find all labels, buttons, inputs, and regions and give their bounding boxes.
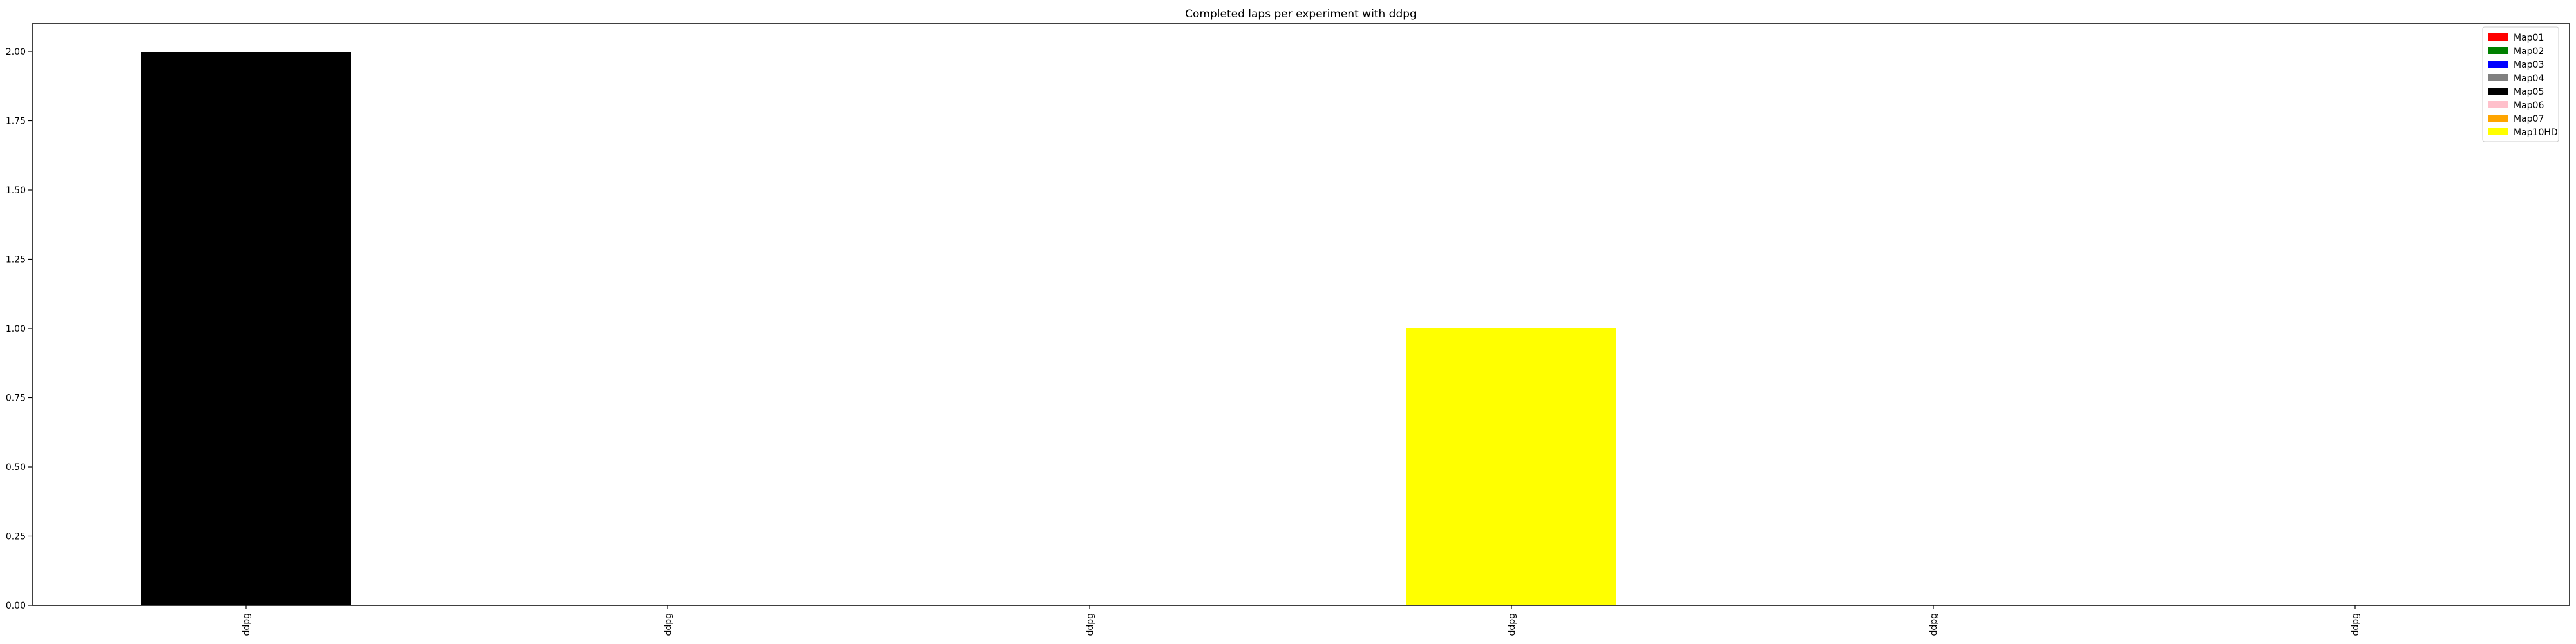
bar-map05 <box>141 52 351 605</box>
bars-layer <box>141 52 1616 605</box>
legend-label-map07: Map07 <box>2514 114 2544 124</box>
y-tick-label: 1.75 <box>6 117 26 127</box>
y-tick-label: 1.00 <box>6 324 26 334</box>
legend-box <box>2482 26 2559 142</box>
plot-frame <box>32 23 2570 606</box>
legend-label-map01: Map01 <box>2514 33 2544 43</box>
legend-swatch-map03 <box>2488 61 2508 68</box>
x-tick-label: ddpg <box>663 613 674 636</box>
legend-swatch-map04 <box>2488 74 2508 81</box>
legend-label-map10hd: Map10HD <box>2514 128 2558 138</box>
y-tick-label: 1.25 <box>6 255 26 265</box>
legend-swatch-map10hd <box>2488 128 2508 135</box>
x-tick-label: ddpg <box>242 613 252 636</box>
y-tick-label: 0.00 <box>6 601 26 611</box>
y-tick-label: 0.50 <box>6 462 26 473</box>
x-axis: ddpg ddpg ddpg ddpg ddpg ddpg <box>242 605 2361 636</box>
y-tick-label: 1.50 <box>6 185 26 196</box>
x-tick-label: ddpg <box>2351 613 2361 636</box>
y-tick-label: 2.00 <box>6 47 26 57</box>
y-tick-label: 0.75 <box>6 393 26 404</box>
legend-swatch-map05 <box>2488 88 2508 95</box>
y-axis: 0.00 0.25 0.50 0.75 1.00 1.25 1.50 1.75 2.00 <box>6 47 32 611</box>
bar-map10hd <box>1406 328 1616 605</box>
legend-swatch-map02 <box>2488 47 2508 54</box>
legend-label-map04: Map04 <box>2514 73 2544 84</box>
legend-swatch-map06 <box>2488 101 2508 108</box>
legend: Map01 Map02 Map03 Map04 Map05 Map06 Map07 Map10… <box>2482 26 2559 142</box>
x-tick-label: ddpg <box>1085 613 1095 636</box>
x-tick-label: ddpg <box>1929 613 1939 636</box>
legend-swatch-map01 <box>2488 33 2508 41</box>
legend-label-map05: Map05 <box>2514 87 2544 97</box>
legend-label-map02: Map02 <box>2514 46 2544 57</box>
legend-swatch-map07 <box>2488 115 2508 122</box>
legend-label-map06: Map06 <box>2514 100 2544 111</box>
y-tick-label: 0.25 <box>6 532 26 542</box>
x-tick-label: ddpg <box>1507 613 1517 636</box>
legend-label-map03: Map03 <box>2514 60 2544 70</box>
chart-title: Completed laps per experiment with ddpg <box>1185 8 1417 21</box>
